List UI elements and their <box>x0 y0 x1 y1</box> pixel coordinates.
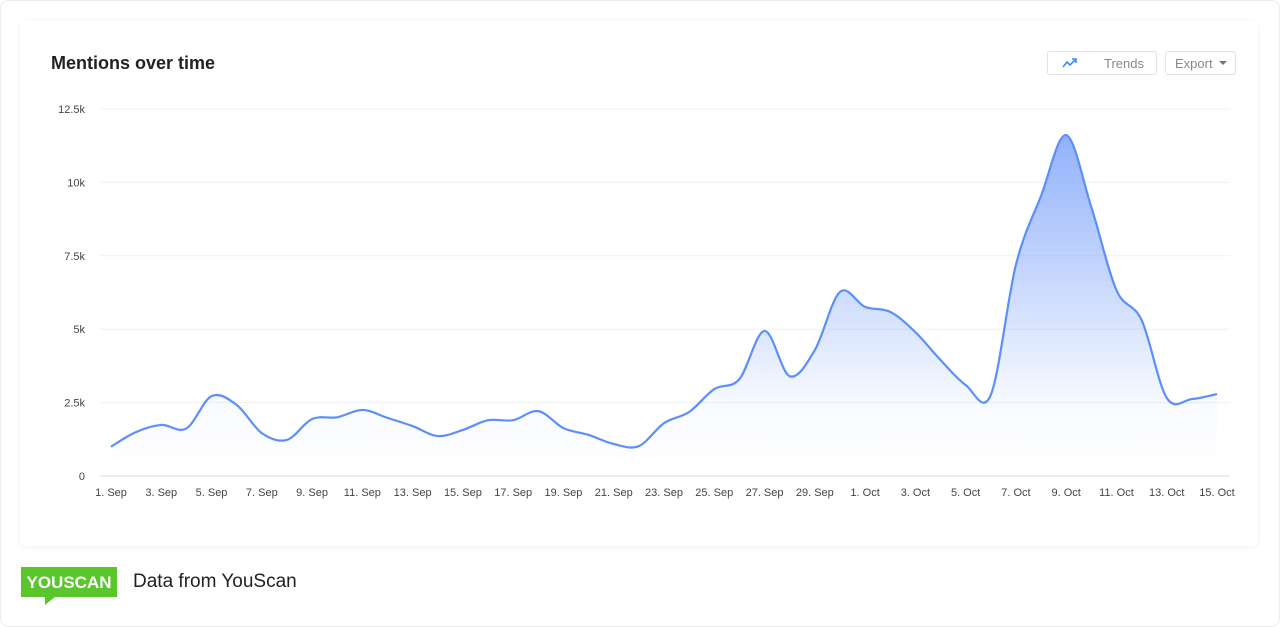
y-tick-label: 7.5k <box>64 251 85 263</box>
x-tick-label: 1. Oct <box>850 487 879 499</box>
x-tick-label: 13. Sep <box>394 487 432 499</box>
y-tick-label: 10k <box>67 177 85 189</box>
series-line <box>110 134 1218 449</box>
x-tick-label: 9. Oct <box>1052 487 1081 499</box>
x-tick-label: 11. Oct <box>1099 487 1134 499</box>
x-tick-label: 15. Oct <box>1199 487 1234 499</box>
x-tick-label: 7. Oct <box>1001 487 1030 499</box>
x-tick-label: 13. Oct <box>1149 487 1184 499</box>
x-tick-label: 27. Sep <box>746 487 784 499</box>
x-tick-label: 17. Sep <box>494 487 532 499</box>
x-tick-label: 3. Oct <box>901 487 930 499</box>
x-tick-label: 5. Oct <box>951 487 980 499</box>
y-tick-label: 2.5k <box>64 398 85 410</box>
export-button[interactable]: Export <box>1165 51 1236 75</box>
x-tick-label: 21. Sep <box>595 487 633 499</box>
data-source-credit: Data from YouScan <box>133 571 297 592</box>
x-tick-label: 19. Sep <box>544 487 582 499</box>
y-tick-label: 5k <box>73 324 85 336</box>
area-fill <box>111 135 1217 476</box>
svg-text:YOUSCAN: YOUSCAN <box>26 573 111 592</box>
x-tick-label: 29. Sep <box>796 487 834 499</box>
trending-up-icon <box>1062 58 1077 68</box>
youscan-logo: YOUSCAN <box>21 567 117 605</box>
x-tick-label: 3. Sep <box>145 487 177 499</box>
x-tick-label: 9. Sep <box>296 487 328 499</box>
x-tick-label: 1. Sep <box>95 487 127 499</box>
y-tick-label: 12.5k <box>58 104 85 116</box>
x-tick-label: 23. Sep <box>645 487 683 499</box>
x-tick-label: 11. Sep <box>344 487 381 499</box>
chart-title: Mentions over time <box>51 53 216 73</box>
export-label: Export <box>1175 55 1213 71</box>
x-tick-label: 25. Sep <box>695 487 733 499</box>
x-tick-label: 5. Sep <box>196 487 228 499</box>
trends-label: Trends <box>1104 55 1144 71</box>
y-tick-label: 0 <box>79 471 85 483</box>
trends-button[interactable]: Trends <box>1047 51 1157 75</box>
x-tick-label: 15. Sep <box>444 487 482 499</box>
caret-down-icon <box>1218 61 1227 65</box>
x-tick-label: 7. Sep <box>246 487 278 499</box>
